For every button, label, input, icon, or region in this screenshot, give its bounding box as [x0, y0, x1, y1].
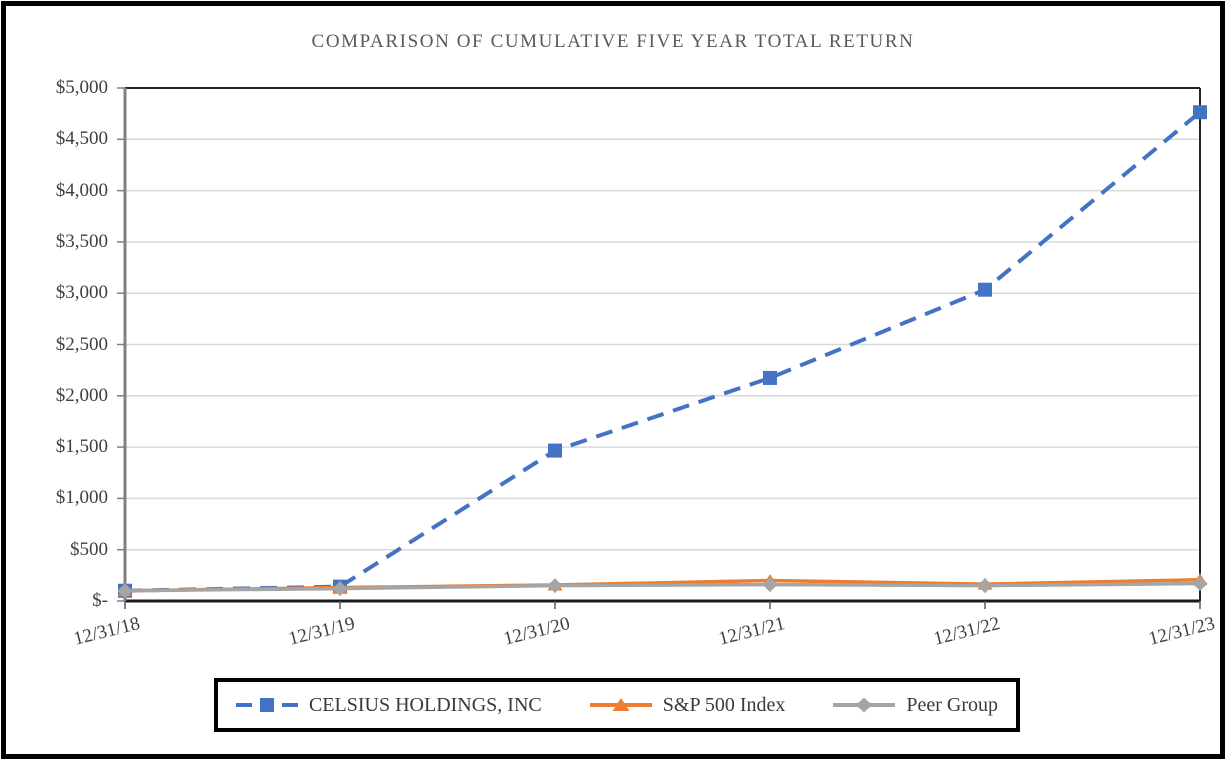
data-point-marker	[1192, 576, 1208, 592]
data-point-marker	[547, 578, 563, 594]
y-axis-label: $5,000	[55, 77, 108, 98]
series-line-celsius-holdings-inc	[124, 110, 1202, 593]
data-point-marker	[548, 443, 562, 458]
data-point-marker	[762, 577, 778, 593]
legend-item-peer-group: Peer Group	[833, 694, 998, 717]
y-axis-label: $4,500	[55, 128, 108, 150]
y-axis-label: $3,000	[55, 282, 108, 304]
series-peer-group	[117, 576, 1208, 599]
data-point-marker	[977, 578, 993, 594]
data-point-marker	[763, 370, 777, 385]
series-line-peer-group	[124, 581, 1201, 593]
y-axis-label: $500	[70, 538, 108, 560]
y-axis-label: $2,000	[55, 384, 108, 406]
sp500-series-marker-icon	[589, 698, 652, 711]
y-axis-label: $-	[92, 590, 108, 611]
legend-label-peer-group: Peer Group	[906, 693, 999, 716]
legend-item-celsius: CELSIUS HOLDINGS, INC	[235, 693, 542, 717]
legend-label-celsius: CELSIUS HOLDINGS, INC	[308, 693, 542, 716]
data-point-marker	[332, 581, 348, 597]
peer-group-series-marker-icon	[833, 697, 896, 713]
data-point-marker	[1193, 105, 1207, 120]
y-axis-label: $4,000	[55, 179, 108, 201]
y-axis-label: $2,500	[55, 333, 108, 355]
legend-label-sp500: S&P 500 Index	[662, 693, 786, 716]
series-celsius-holdings-inc	[118, 105, 1207, 598]
data-point-marker	[978, 282, 992, 297]
y-axis-label: $1,500	[55, 436, 108, 458]
legend-box: CELSIUS HOLDINGS, INC S&P 500 Index Peer…	[214, 678, 1020, 732]
celsius-series-marker-icon	[235, 698, 298, 712]
y-axis-label: $3,500	[55, 230, 108, 252]
y-axis-label: $1,000	[55, 487, 108, 509]
chart-title: COMPARISON OF CUMULATIVE FIVE YEAR TOTAL…	[311, 31, 915, 52]
legend-item-sp500: S&P 500 Index	[589, 693, 786, 717]
data-point-marker	[117, 583, 133, 599]
